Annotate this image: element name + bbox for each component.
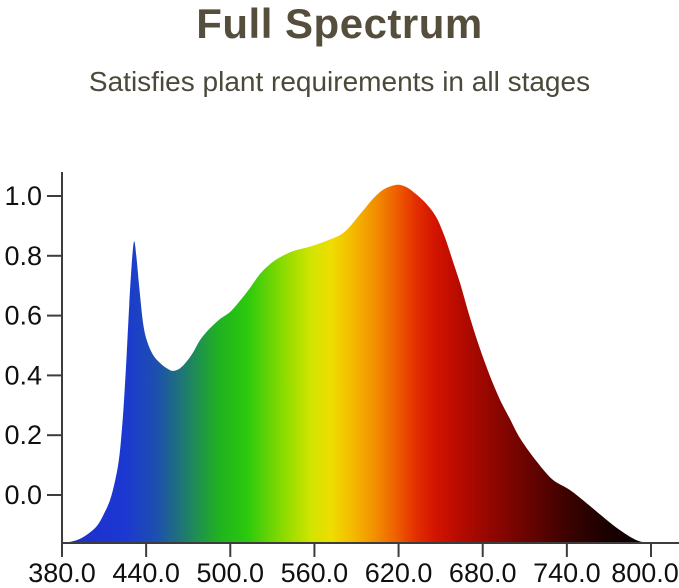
x-tick-label: 620.0	[365, 558, 433, 588]
y-tick-label: 0.0	[4, 480, 42, 510]
x-tick-label: 440.0	[112, 558, 180, 588]
spectrum-area	[62, 184, 651, 544]
x-tick-label: 380.0	[28, 558, 96, 588]
x-tick-label: 740.0	[533, 558, 601, 588]
y-tick-label: 0.2	[4, 420, 42, 450]
y-tick-label: 0.8	[4, 241, 42, 271]
spectrum-chart: 0.0 0.2 0.4 0.6 0.8 1.0 380.0 440.0 500.0 560.0 62…	[4, 172, 679, 588]
x-tick-label: 560.0	[281, 558, 349, 588]
x-tick-label: 800.0	[611, 558, 679, 588]
y-tick-label: 1.0	[4, 181, 42, 211]
y-tick-label: 0.6	[4, 301, 42, 331]
page-subtitle: Satisfies plant requirements in all stag…	[88, 66, 591, 97]
x-tick-label: 680.0	[449, 558, 517, 588]
y-tick-label: 0.4	[4, 360, 42, 390]
page-title: Full Spectrum	[196, 0, 483, 47]
x-tick-label: 500.0	[196, 558, 264, 588]
